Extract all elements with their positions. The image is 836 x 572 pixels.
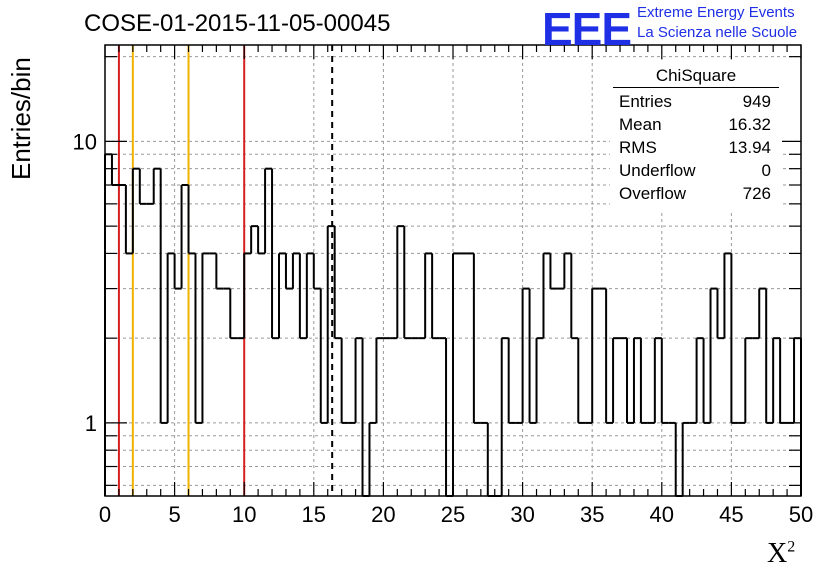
x-tick-label: 35 (580, 502, 604, 527)
x-tick-label: 25 (441, 502, 465, 527)
stats-value: 949 (742, 92, 771, 111)
x-tick-label: 0 (99, 502, 111, 527)
x-tick-label: 5 (168, 502, 180, 527)
stats-label: Overflow (619, 184, 687, 203)
stats-row-rms: RMS 13.94 (613, 136, 779, 159)
y-tick-label: 10 (73, 129, 97, 154)
x-tick-label: 15 (302, 502, 326, 527)
stats-row-underflow: Underflow 0 (613, 159, 779, 182)
stats-row-overflow: Overflow 726 (613, 182, 779, 205)
x-tick-label: 30 (510, 502, 534, 527)
stats-value: 13.94 (728, 138, 771, 157)
chart-title: COSE-01-2015-11-05-00045 (84, 10, 391, 37)
x-axis-label-base: X (767, 538, 788, 569)
stats-value: 0 (761, 161, 771, 180)
stats-title: ChiSquare (613, 66, 779, 88)
x-tick-label: 45 (719, 502, 743, 527)
stats-row-mean: Mean 16.32 (613, 113, 779, 136)
stats-label: Underflow (619, 161, 696, 180)
y-tick-label: 1 (85, 411, 97, 436)
stats-box-background (610, 62, 782, 210)
stats-row-entries: Entries 949 (613, 90, 779, 113)
stats-label: Mean (619, 115, 662, 134)
stats-box: ChiSquare Entries 949 Mean 16.32 RMS 13.94 … (613, 66, 779, 205)
stats-value: 726 (742, 184, 771, 203)
eee-logo: EEE (542, 3, 632, 55)
x-axis-label: X2 (767, 538, 795, 570)
eee-logo-line1: Extreme Energy Events (637, 4, 795, 21)
x-tick-label: 40 (650, 502, 674, 527)
x-axis-label-superscript: 2 (787, 538, 796, 556)
stats-label: RMS (619, 138, 657, 157)
y-axis-label: Entries/bin (6, 57, 36, 180)
x-tick-label: 50 (789, 502, 813, 527)
x-tick-label: 20 (371, 502, 395, 527)
stats-value: 16.32 (728, 115, 771, 134)
stats-label: Entries (619, 92, 672, 111)
x-tick-label: 10 (232, 502, 256, 527)
eee-logo-line2: La Scienza nelle Scuole (637, 24, 798, 41)
